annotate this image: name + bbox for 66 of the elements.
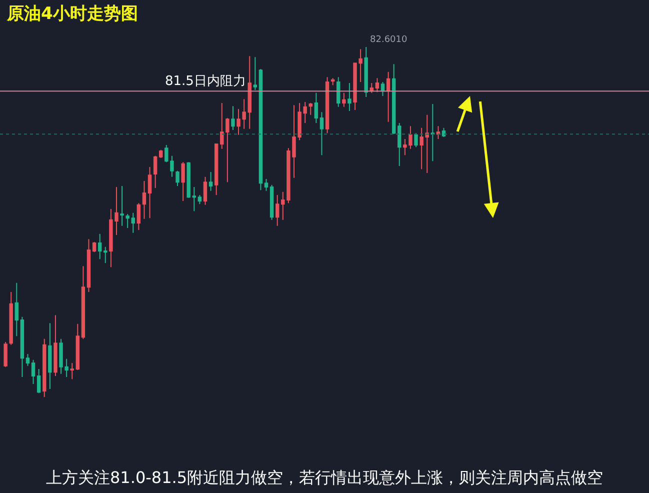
candlestick (81, 266, 86, 340)
candlestick (142, 180, 146, 220)
candlestick (70, 362, 74, 380)
candlestick (420, 127, 424, 170)
candlestick (380, 82, 385, 96)
candlestick (9, 292, 13, 346)
candlestick (425, 114, 429, 174)
candlestick (36, 368, 41, 394)
candlestick (414, 132, 418, 148)
candlestick (342, 92, 346, 108)
candlestick (398, 122, 402, 166)
text: 上方关注81.0-81.5附近阻力做空，若行情出现意外上涨，则关注周内高点做空 (46, 468, 604, 487)
candlestick (348, 82, 352, 112)
candlestick (181, 162, 185, 202)
candlestick (20, 316, 24, 378)
candlestick (320, 112, 324, 156)
candlestick (159, 149, 163, 158)
ref-line-label: 81.5日内阻力 (165, 74, 246, 89)
candlestick (375, 78, 380, 93)
candlestick (86, 238, 91, 292)
candlestick (92, 241, 96, 253)
candlestick (31, 359, 36, 385)
candlestick (336, 76, 340, 108)
candlestick (436, 126, 440, 140)
candlestick (192, 186, 196, 212)
candlestick (42, 338, 46, 398)
candlestick (26, 353, 30, 366)
text: 82.6010 (370, 35, 408, 45)
candlestick (203, 176, 208, 206)
candlestick (364, 46, 368, 98)
candlestick (442, 127, 446, 138)
chart-title: 原油4小时走势图 (6, 4, 138, 24)
candlestick (4, 342, 8, 368)
candlestick (76, 323, 80, 371)
candlestick (248, 56, 252, 130)
candlestick (153, 155, 158, 189)
candlestick (208, 171, 213, 192)
candlestick (131, 212, 135, 234)
candlestick (214, 143, 218, 196)
candlestick (258, 68, 263, 191)
candlestick (325, 76, 330, 134)
candlestick (54, 314, 58, 376)
candlestick (104, 246, 108, 264)
candlestick (186, 162, 190, 198)
candlestick (392, 64, 396, 135)
candlestick (253, 56, 258, 91)
candlestick (14, 282, 18, 337)
candlestick (176, 170, 180, 186)
candlestick (126, 213, 130, 228)
candlestick (198, 194, 202, 205)
candlestick (48, 322, 52, 390)
candlestick (330, 78, 335, 86)
candlestick (314, 92, 318, 124)
candlestick (430, 104, 435, 162)
candlestick (220, 102, 224, 150)
candlestick (136, 202, 141, 231)
candlestick (270, 184, 274, 220)
candlestick (308, 102, 312, 116)
candlestick (226, 118, 230, 183)
candlestick (148, 166, 152, 219)
candlestick (386, 71, 390, 122)
candlestick (120, 185, 124, 226)
candlestick (231, 106, 235, 130)
candlestick (264, 178, 268, 192)
candlestick (98, 233, 102, 260)
candlestick (275, 194, 280, 226)
